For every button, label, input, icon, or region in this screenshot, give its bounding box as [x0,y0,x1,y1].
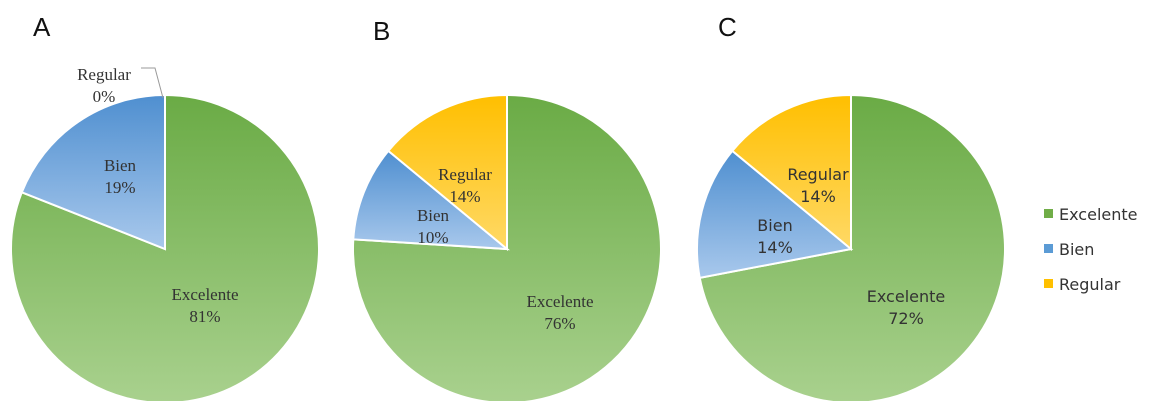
pie-slice-regular [386,93,508,252]
pie-slice-bien [352,149,511,251]
legend-label-bien: Bien [1059,240,1094,259]
legend-swatch-bien [1044,244,1053,253]
legend-swatch-excelente [1044,209,1053,218]
panel-letter: B [373,16,390,46]
slice-label-excelente: Excelente 81% [171,285,238,326]
legend-swatch-regular [1044,279,1053,288]
slice-label-excelente: Excelente 76% [526,292,593,333]
slice-label-regular: Regular 14% [438,165,492,206]
slice-label-bien: Bien 10% [417,206,450,247]
pie-slice-excelente [10,93,320,401]
slice-label-bien: Bien 14% [757,216,793,257]
pie-slice-bien [696,149,854,280]
pie-slice-bien [20,93,166,251]
pie-panel-b: B Excelente 76% Bien 10%Regular 14% [351,16,662,401]
legend-label-excelente: Excelente [1059,205,1137,224]
pie-panel-a: A Excelente 81% Bien 19% Regular 0% [10,12,320,401]
panel-letter: A [33,12,51,42]
slice-label-regular: Regular 0% [77,65,131,106]
pie-slice-regular [730,93,852,252]
leader-line [141,67,164,99]
panel-letter: C [718,12,737,42]
pie-panel-c: C Excelente 72% Bien 14% Regular 14% [696,12,1006,401]
legend-label-regular: Regular [1059,275,1121,294]
slice-label-bien: Bien 19% [104,156,137,197]
pie-slice-excelente [351,93,662,401]
pie-slice-excelente [698,93,1006,401]
slice-label-excelente: Excelente 72% [867,287,945,328]
slice-label-regular: Regular 14% [787,165,849,206]
legend: Excelente Bien Regular [1044,205,1137,294]
